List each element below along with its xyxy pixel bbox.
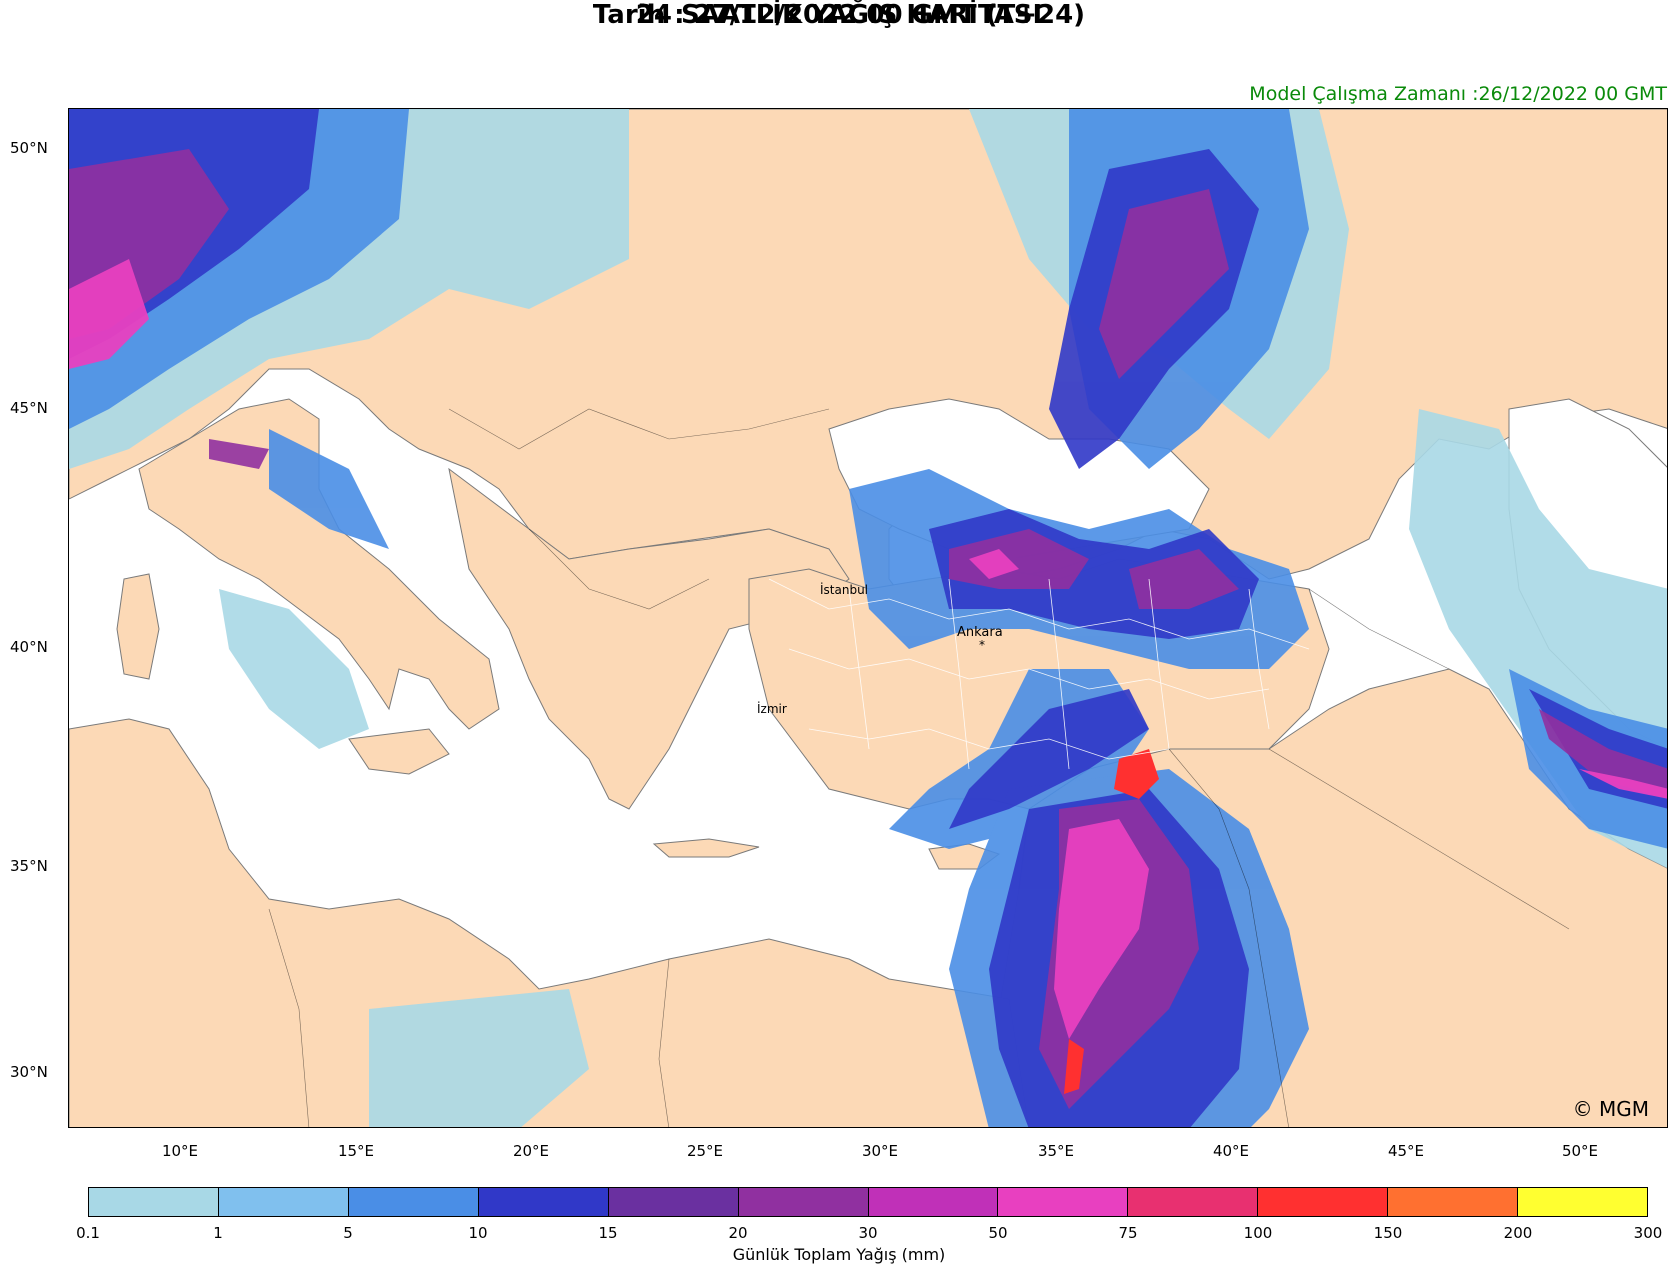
- model-run-time: Model Çalışma Zamanı :26/12/2022 00 GMT: [1249, 83, 1667, 105]
- colorbar-label: Günlük Toplam Yağış (mm): [732, 1245, 946, 1264]
- lon-label-15: 15°E: [337, 1142, 375, 1160]
- lon-label-10: 10°E: [161, 1142, 199, 1160]
- colorbar-segment-11: [1518, 1188, 1648, 1216]
- lon-label-25: 25°E: [686, 1142, 724, 1160]
- country-borders: [268, 408, 1570, 1127]
- colorbar-tick-label: 200: [1503, 1224, 1533, 1242]
- land-crete: [652, 838, 760, 858]
- city-ankara: Ankara: [957, 625, 1003, 640]
- precipitation-map: * İstanbul Ankara İzmir © MGM: [68, 108, 1668, 1128]
- colorbar-segment-1: [218, 1188, 349, 1216]
- colorbar: [88, 1187, 1648, 1217]
- land-balkans: [448, 467, 850, 810]
- colorbar-segment-4: [608, 1188, 739, 1216]
- map-subtitle: Tarih : 27/12/2022 00 GMT (T+24): [592, 0, 1086, 30]
- colorbar-tick-label: 20: [728, 1224, 748, 1242]
- colorbar-tick-label: 30: [858, 1224, 878, 1242]
- colorbar-segment-7: [998, 1188, 1129, 1216]
- lat-label-50: 50°N: [10, 139, 48, 157]
- city-izmir: İzmir: [757, 702, 787, 716]
- copyright-label: © MGM: [1572, 1097, 1649, 1121]
- lat-label-35: 35°N: [10, 857, 48, 875]
- lat-label-30: 30°N: [10, 1063, 48, 1081]
- colorbar-tick-label: 10: [468, 1224, 488, 1242]
- colorbar-tick-label: 100: [1243, 1224, 1273, 1242]
- colorbar-tick-label: 5: [343, 1224, 353, 1242]
- land-sicily: [348, 728, 450, 775]
- colorbar-tick-label: 75: [1118, 1224, 1138, 1242]
- precip-extreme: [69, 259, 1667, 1039]
- colorbar-segment-2: [348, 1188, 479, 1216]
- lon-label-35: 35°E: [1037, 1142, 1075, 1160]
- colorbar-tick-label: 0.1: [76, 1224, 100, 1242]
- colorbar-segment-0: [89, 1188, 219, 1216]
- lat-label-40: 40°N: [10, 638, 48, 656]
- land-italy: [138, 398, 500, 730]
- colorbar-tick-label: 15: [598, 1224, 618, 1242]
- land-sardinia: [116, 573, 160, 680]
- city-istanbul: İstanbul: [820, 583, 869, 597]
- colorbar-tick-label: 300: [1633, 1224, 1663, 1242]
- colorbar-tick-label: 1: [213, 1224, 223, 1242]
- lon-label-45: 45°E: [1387, 1142, 1425, 1160]
- map-title: 24 SAATLİK YAĞIŞ HARİTASI: [635, 0, 1043, 30]
- map-canvas: *: [69, 109, 1667, 1127]
- lon-label-50: 50°E: [1561, 1142, 1599, 1160]
- colorbar-segment-5: [738, 1188, 869, 1216]
- ankara-marker: *: [979, 638, 985, 652]
- colorbar-tick-label: 150: [1373, 1224, 1403, 1242]
- colorbar-tick-label: 50: [988, 1224, 1008, 1242]
- colorbar-segment-10: [1388, 1188, 1519, 1216]
- precip-max: [1064, 749, 1159, 1094]
- lon-label-30: 30°E: [861, 1142, 899, 1160]
- colorbar-segment-6: [868, 1188, 999, 1216]
- lat-label-45: 45°N: [10, 399, 48, 417]
- colorbar-segment-8: [1128, 1188, 1259, 1216]
- lon-label-40: 40°E: [1212, 1142, 1250, 1160]
- turkey-provinces: [768, 578, 1310, 770]
- colorbar-segment-3: [478, 1188, 609, 1216]
- lon-label-20: 20°E: [512, 1142, 550, 1160]
- colorbar-segment-9: [1258, 1188, 1389, 1216]
